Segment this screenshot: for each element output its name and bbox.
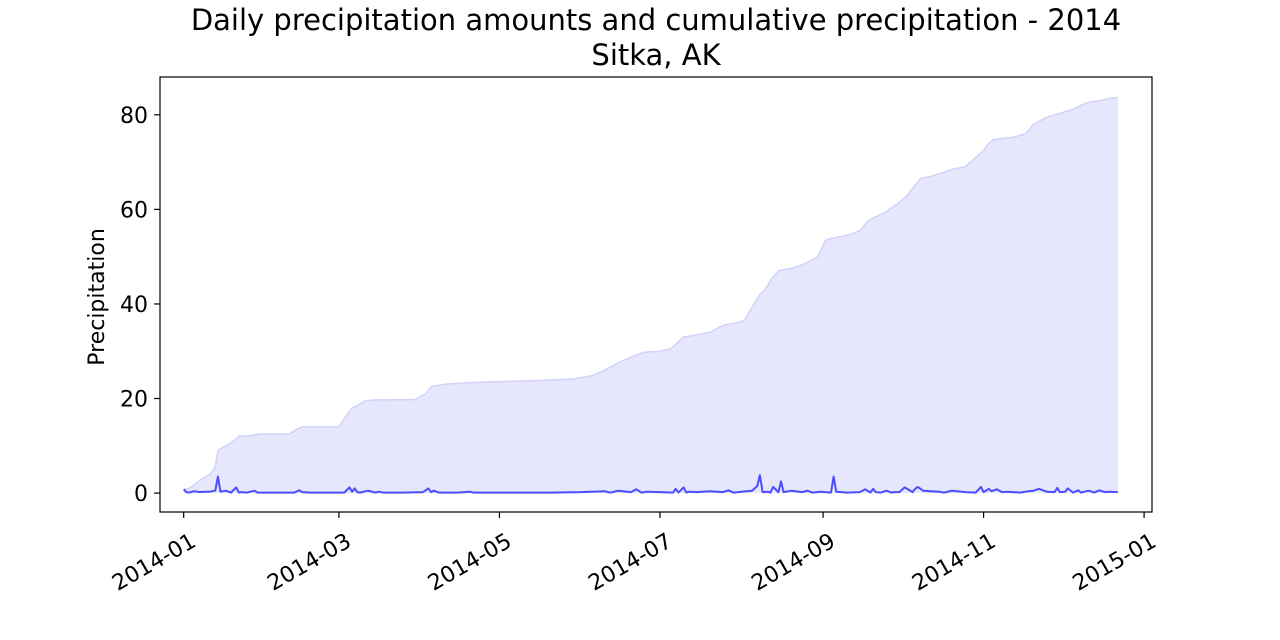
chart-title: Daily precipitation amounts and cumulati… xyxy=(191,3,1121,37)
daily-precipitation-line xyxy=(182,474,1118,494)
chart-subtitle: Sitka, AK xyxy=(591,38,721,72)
plot-area xyxy=(182,97,1118,494)
y-tick-label: 0 xyxy=(134,482,148,507)
y-tick-label: 40 xyxy=(120,293,148,318)
y-tick-label: 80 xyxy=(120,104,148,129)
x-tick-label: 2014-01 xyxy=(108,529,200,597)
cumulative-precipitation-edge xyxy=(183,97,1118,491)
y-tick-label: 20 xyxy=(120,388,148,413)
x-tick-label: 2014-03 xyxy=(264,529,356,597)
y-axis-label: Precipitation xyxy=(85,228,110,366)
y-axis: 0 20 40 60 80 xyxy=(120,104,160,507)
y-tick-label: 60 xyxy=(120,198,148,223)
x-tick-label: 2014-07 xyxy=(585,529,677,597)
x-tick-label: 2014-11 xyxy=(908,529,1000,597)
cumulative-precipitation-area xyxy=(183,97,1118,494)
x-tick-label: 2015-01 xyxy=(1069,529,1161,597)
x-tick-label: 2014-09 xyxy=(748,529,840,597)
x-tick-label: 2014-05 xyxy=(424,529,516,597)
plot-frame xyxy=(159,76,1153,513)
x-axis: 2014-01 2014-03 2014-05 2014-07 2014-09 2014-… xyxy=(108,512,1161,596)
